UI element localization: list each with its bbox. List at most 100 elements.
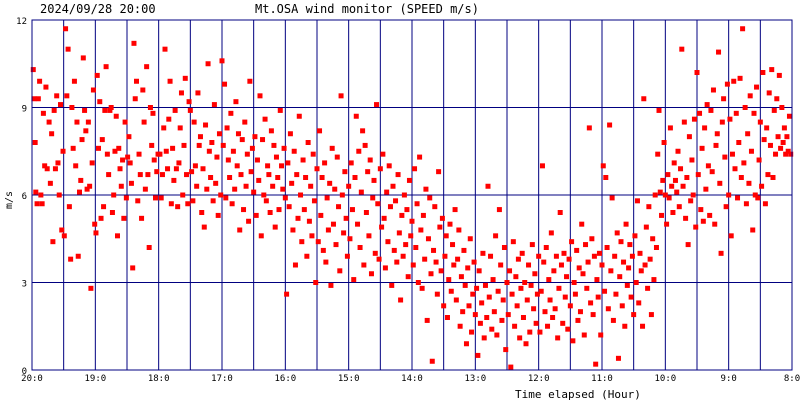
- x-tick-label: 10:0: [654, 374, 676, 384]
- data-point: [728, 233, 734, 239]
- data-point: [724, 81, 730, 87]
- data-point: [524, 297, 530, 303]
- data-point: [693, 224, 699, 230]
- y-tick-label: 6: [22, 192, 27, 202]
- data-point: [779, 105, 785, 110]
- data-point: [128, 180, 134, 186]
- x-tick-label: 9:0: [721, 374, 737, 384]
- data-point: [322, 160, 328, 166]
- data-point: [537, 329, 543, 335]
- data-point: [747, 93, 753, 99]
- data-point: [657, 189, 663, 195]
- data-point: [477, 320, 483, 326]
- data-point: [623, 221, 629, 227]
- data-point: [238, 172, 244, 178]
- data-point: [603, 175, 609, 180]
- data-point: [271, 142, 277, 148]
- data-point: [646, 204, 652, 210]
- data-point: [417, 154, 423, 160]
- data-point: [551, 268, 557, 274]
- data-point: [697, 110, 703, 116]
- data-point: [218, 192, 224, 198]
- data-point: [575, 317, 581, 323]
- data-point: [547, 297, 553, 303]
- data-point: [277, 107, 283, 113]
- data-point: [88, 285, 94, 291]
- data-point: [756, 157, 762, 163]
- data-point: [528, 282, 534, 288]
- data-point: [769, 67, 775, 73]
- data-point: [319, 175, 325, 180]
- data-point: [165, 166, 171, 172]
- data-point: [650, 236, 656, 242]
- data-point: [82, 107, 88, 113]
- x-tick-label: 20:0: [21, 374, 43, 384]
- data-point: [504, 280, 510, 285]
- data-point: [65, 46, 71, 52]
- data-point: [205, 61, 211, 67]
- data-point: [199, 210, 205, 215]
- data-point: [640, 323, 646, 329]
- data-point: [450, 242, 456, 248]
- data-point: [395, 172, 401, 178]
- data-point: [699, 145, 705, 151]
- data-point: [512, 323, 518, 329]
- data-point: [754, 84, 760, 90]
- y-tick-label: 9: [22, 105, 27, 115]
- data-point: [327, 180, 333, 186]
- data-point: [303, 175, 309, 180]
- data-point: [224, 125, 230, 131]
- data-point: [368, 271, 374, 277]
- data-point: [38, 192, 44, 198]
- data-point: [531, 306, 537, 312]
- data-point: [627, 242, 633, 248]
- data-point: [750, 227, 756, 233]
- data-point: [389, 282, 395, 288]
- data-point: [106, 172, 112, 178]
- data-point: [353, 113, 359, 119]
- data-point: [469, 329, 475, 335]
- data-point: [117, 166, 123, 172]
- data-point: [181, 142, 187, 148]
- x-tick-labels: 20:0 19:0 18:0 17:0 16:0 15:0 14:0 13:0 12:0 11:0…: [21, 374, 800, 384]
- data-point: [68, 256, 74, 262]
- data-point: [233, 99, 239, 105]
- data-point: [336, 204, 342, 210]
- data-point: [176, 160, 182, 166]
- data-point: [561, 250, 567, 256]
- data-point: [406, 177, 412, 183]
- data-point: [358, 189, 364, 195]
- data-point: [489, 326, 495, 332]
- data-point: [32, 140, 38, 145]
- data-point: [204, 186, 210, 192]
- data-point: [621, 259, 627, 265]
- data-point: [137, 172, 143, 178]
- data-point: [256, 177, 262, 183]
- data-point: [209, 140, 215, 145]
- data-point: [541, 259, 547, 265]
- data-point: [760, 70, 766, 75]
- data-point: [684, 175, 690, 180]
- data-point: [320, 247, 326, 253]
- data-point: [624, 282, 630, 288]
- data-point: [752, 192, 758, 198]
- data-point: [589, 236, 595, 242]
- data-point: [311, 198, 317, 204]
- data-point: [189, 169, 195, 175]
- data-point: [145, 172, 151, 178]
- data-point: [153, 195, 158, 201]
- data-point: [74, 119, 80, 125]
- data-point: [215, 212, 221, 218]
- data-point: [281, 145, 287, 151]
- data-point: [381, 215, 387, 221]
- data-point: [560, 320, 566, 326]
- data-point: [90, 87, 96, 93]
- data-point: [647, 256, 653, 262]
- data-point: [527, 329, 533, 335]
- data-point: [294, 172, 300, 178]
- data-point: [315, 239, 321, 245]
- data-point: [719, 119, 725, 125]
- data-point: [78, 177, 84, 183]
- data-point: [63, 26, 69, 32]
